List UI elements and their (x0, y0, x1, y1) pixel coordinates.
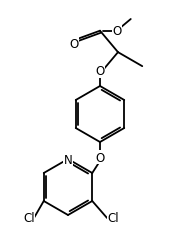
Text: N: N (64, 153, 72, 166)
Text: O: O (112, 25, 121, 38)
Text: Cl: Cl (107, 212, 119, 225)
Text: O: O (95, 151, 105, 164)
Text: Cl: Cl (23, 212, 35, 225)
Text: O: O (95, 65, 105, 78)
Text: O: O (69, 38, 78, 51)
